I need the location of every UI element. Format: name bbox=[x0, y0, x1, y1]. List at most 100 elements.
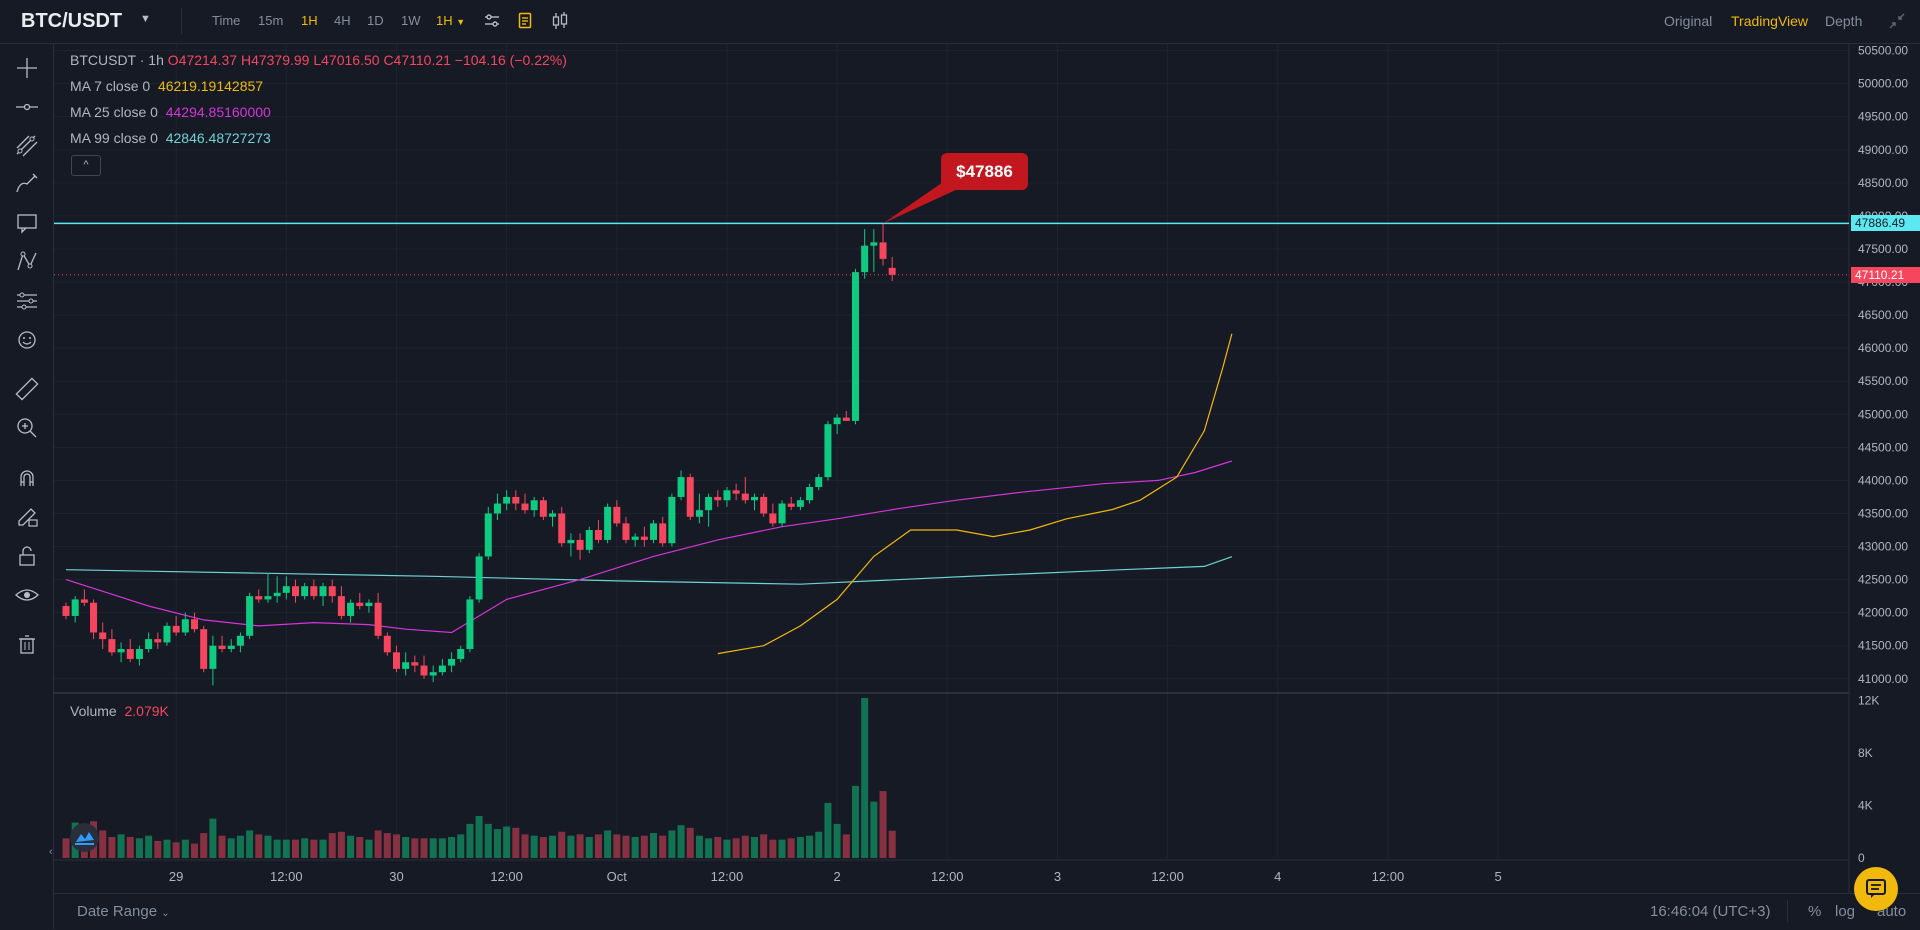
volume-bar bbox=[833, 823, 841, 858]
timeframe-1d[interactable]: 1D bbox=[367, 13, 384, 28]
candle-body bbox=[356, 602, 364, 607]
log-scale-toggle[interactable]: log bbox=[1835, 903, 1856, 920]
volume-value: 2.079K bbox=[124, 703, 169, 719]
candle-body bbox=[236, 635, 244, 646]
price-callout[interactable]: $47886 bbox=[941, 153, 1028, 190]
view-tradingview[interactable]: TradingView bbox=[1731, 13, 1809, 29]
candle-body bbox=[650, 523, 658, 540]
indicator-settings-icon[interactable] bbox=[484, 11, 500, 31]
volume-bar bbox=[484, 823, 492, 858]
volume-bar bbox=[888, 830, 896, 858]
volume-bar bbox=[714, 837, 722, 858]
percent-scale-toggle[interactable]: % bbox=[1808, 903, 1822, 920]
candle-body bbox=[80, 599, 88, 603]
emoji-icon[interactable] bbox=[13, 326, 41, 354]
candle-body bbox=[723, 490, 731, 501]
view-depth[interactable]: Depth bbox=[1825, 13, 1863, 29]
unlock-icon[interactable] bbox=[13, 542, 41, 570]
patterns-icon[interactable] bbox=[13, 248, 41, 276]
candle-body bbox=[420, 665, 428, 676]
candle-body bbox=[475, 556, 483, 600]
candle-body bbox=[365, 602, 373, 607]
ohlc-legend: BTCUSDT · 1h O47214.37 H47379.99 L47016.… bbox=[70, 52, 567, 68]
text-icon[interactable] bbox=[13, 209, 41, 237]
volume-bar bbox=[769, 839, 777, 858]
tradingview-logo[interactable] bbox=[70, 823, 99, 852]
candle-body bbox=[264, 596, 272, 600]
candle-body bbox=[631, 536, 639, 540]
lock-drawings-pencil-icon[interactable] bbox=[13, 503, 41, 531]
change-value: −104.16 (−0.22%) bbox=[454, 52, 567, 68]
date-range-button[interactable]: Date Range ⌄ bbox=[77, 903, 170, 920]
ma25-line bbox=[65, 460, 1233, 634]
volume-bar bbox=[457, 834, 465, 858]
timeframe-time[interactable]: Time bbox=[212, 13, 241, 28]
volume-bar bbox=[751, 837, 758, 858]
candle-body bbox=[191, 619, 199, 630]
candle-body bbox=[806, 487, 814, 501]
crosshair-icon[interactable] bbox=[13, 54, 41, 82]
candle-body bbox=[842, 417, 850, 421]
volume-bar bbox=[328, 833, 336, 858]
time-tick-label: 29 bbox=[169, 869, 183, 884]
ma99-value: 42846.48727273 bbox=[165, 130, 271, 146]
trend-lines-icon[interactable] bbox=[13, 132, 41, 160]
pair-dropdown-caret-icon[interactable]: ▼ bbox=[140, 13, 151, 25]
interval-dropdown[interactable]: 1H ▼ bbox=[436, 13, 465, 28]
candle-body bbox=[163, 625, 171, 643]
volume-bar bbox=[493, 829, 501, 858]
time-tick-label: 3 bbox=[1054, 869, 1061, 884]
price-tick-label: 50500.00 bbox=[1858, 44, 1908, 58]
horizontal-ray-icon[interactable] bbox=[13, 93, 41, 121]
timeframe-1w[interactable]: 1W bbox=[401, 13, 421, 28]
volume-bar bbox=[438, 838, 446, 858]
scroll-left-arrow-icon[interactable]: ‹ bbox=[49, 846, 53, 858]
collapse-fullscreen-icon[interactable] bbox=[1888, 12, 1906, 30]
brush-icon[interactable] bbox=[13, 170, 41, 198]
volume-bar bbox=[567, 835, 575, 858]
volume-bar bbox=[622, 835, 630, 858]
volume-bar bbox=[466, 823, 474, 858]
candle-body bbox=[604, 506, 612, 540]
note-list-icon[interactable] bbox=[518, 11, 532, 31]
time-tick-label: 12:00 bbox=[1151, 869, 1184, 884]
chat-support-button[interactable] bbox=[1854, 867, 1898, 911]
candle-body bbox=[521, 503, 529, 511]
legend-collapse-button[interactable]: ^ bbox=[71, 155, 101, 176]
moving-averages bbox=[65, 333, 1233, 655]
trash-icon[interactable] bbox=[13, 630, 41, 658]
horizontal-line-price-tag: 47886.49 bbox=[1851, 215, 1920, 232]
candle-style-icon[interactable] bbox=[551, 11, 569, 31]
volume-bar bbox=[842, 834, 850, 858]
timeframe-4h[interactable]: 4H bbox=[334, 13, 351, 28]
ruler-icon[interactable] bbox=[13, 375, 41, 403]
timeframe-15m[interactable]: 15m bbox=[258, 13, 284, 28]
candle-body bbox=[108, 639, 116, 653]
timeframe-1h[interactable]: 1H bbox=[301, 13, 318, 28]
view-original[interactable]: Original bbox=[1664, 13, 1713, 29]
candle-body bbox=[282, 586, 290, 593]
candle-body bbox=[539, 500, 547, 517]
candle-body bbox=[705, 496, 713, 511]
clock-timezone[interactable]: 16:46:04 (UTC+3) bbox=[1650, 903, 1771, 920]
bottom-bar: Date Range ⌄ 16:46:04 (UTC+3) % log auto bbox=[54, 893, 1920, 930]
candle-body bbox=[135, 649, 143, 659]
candle-body bbox=[594, 530, 602, 540]
price-tick-label: 44000.00 bbox=[1858, 473, 1908, 487]
eye-icon[interactable] bbox=[13, 581, 41, 609]
zoom-in-icon[interactable] bbox=[13, 414, 41, 442]
candle-body bbox=[815, 477, 823, 488]
volume-bar bbox=[448, 837, 456, 858]
pair-title[interactable]: BTC/USDT bbox=[21, 10, 123, 32]
candle-body bbox=[879, 242, 887, 259]
volume-bar bbox=[668, 830, 676, 858]
magnet-icon[interactable] bbox=[13, 464, 41, 492]
price-tick-label: 44500.00 bbox=[1858, 440, 1908, 454]
candle-body bbox=[218, 645, 226, 650]
prediction-icon[interactable] bbox=[13, 287, 41, 315]
interval-dropdown-label: 1H bbox=[436, 13, 453, 28]
time-tick-label: 2 bbox=[834, 869, 841, 884]
volume-bar bbox=[861, 697, 869, 858]
volume-bar bbox=[778, 839, 786, 858]
